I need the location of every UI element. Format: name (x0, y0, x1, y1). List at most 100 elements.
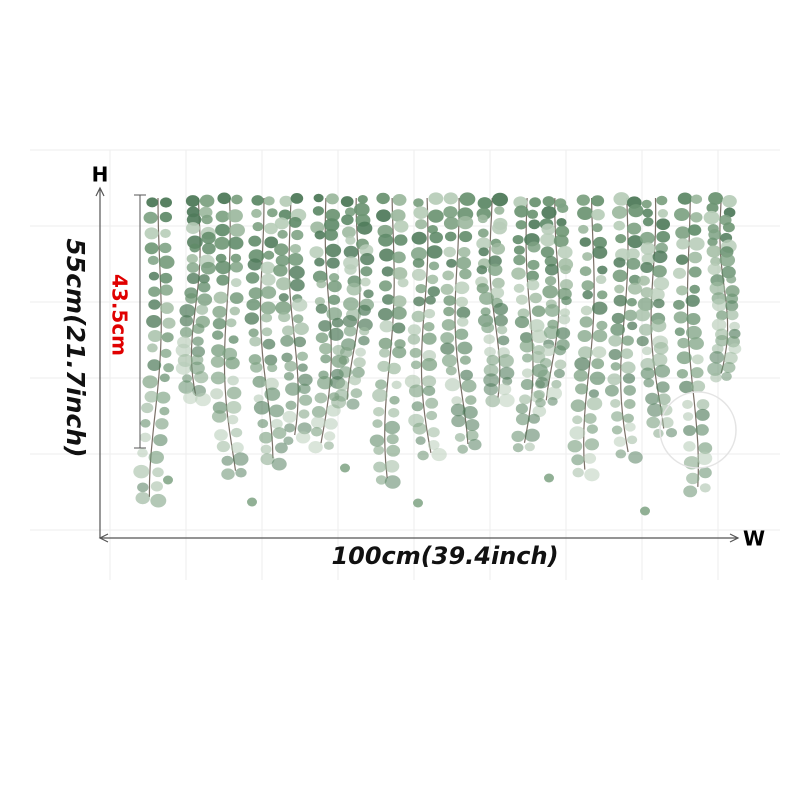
leaf (539, 358, 552, 368)
leaf (483, 373, 500, 387)
leaf (230, 253, 242, 263)
leaf (230, 442, 244, 454)
leaf (274, 243, 289, 256)
leaf (384, 420, 400, 435)
leaf (247, 258, 262, 271)
leaf (685, 325, 702, 340)
leaf (260, 453, 275, 466)
leaf (192, 323, 205, 334)
leaf (199, 194, 215, 208)
leaf (674, 327, 685, 336)
leaf (160, 197, 172, 208)
leaf (328, 327, 344, 341)
leaf (497, 383, 512, 396)
leaf (544, 263, 559, 276)
leaf (392, 193, 407, 206)
leaf (492, 221, 507, 235)
leaf (311, 426, 323, 437)
leaf (210, 388, 224, 400)
leaf (340, 196, 354, 208)
leaf (483, 334, 495, 345)
leaf (215, 260, 232, 275)
leaf (282, 325, 295, 336)
leaf (200, 261, 216, 275)
leaf (722, 195, 737, 208)
leaf (623, 413, 634, 423)
leaf (499, 366, 515, 380)
leaf (578, 224, 589, 234)
vine (533, 196, 574, 408)
leaf (314, 230, 326, 240)
fallen-leaf (247, 497, 257, 507)
leaf (628, 204, 644, 218)
leaf (626, 435, 638, 445)
leaf (310, 221, 325, 234)
leaf (186, 222, 200, 235)
leaf (533, 389, 545, 400)
leaf (357, 221, 373, 235)
leaf (284, 360, 298, 372)
leaf (443, 206, 458, 219)
vine (672, 192, 713, 498)
vine (440, 192, 482, 454)
leaf (283, 436, 294, 446)
leaf (544, 276, 557, 286)
leaf (215, 223, 230, 237)
leaf (638, 323, 654, 336)
leaf (284, 423, 296, 433)
leaf (608, 349, 622, 360)
leaf (459, 231, 473, 243)
leaf (412, 258, 425, 268)
leaf (198, 274, 210, 284)
leaf (637, 297, 654, 311)
leaf (227, 375, 239, 386)
leaf (155, 418, 169, 430)
leaf (639, 231, 655, 245)
leaf (515, 294, 528, 305)
leaf (535, 377, 549, 389)
leaf (264, 236, 279, 249)
leaf (487, 263, 503, 276)
leaf (230, 427, 243, 438)
leaf (175, 343, 192, 357)
leaf (691, 354, 704, 365)
vine (175, 194, 216, 407)
leaf (575, 383, 589, 395)
leaf (444, 231, 457, 242)
leaf (695, 408, 710, 421)
leaf (261, 286, 277, 299)
vine (369, 192, 409, 489)
leaf (146, 197, 159, 208)
leaf (441, 319, 456, 331)
leaf (226, 318, 237, 328)
leaf (558, 314, 571, 325)
leaf (427, 224, 439, 234)
leaf (493, 302, 509, 316)
leaf (135, 492, 150, 505)
leaf (542, 196, 555, 207)
leaf (541, 223, 556, 236)
leaf (643, 378, 655, 388)
leaf (554, 345, 567, 356)
leaf (488, 255, 502, 267)
leaf (677, 337, 690, 349)
leaf (572, 467, 584, 478)
leaf (342, 226, 356, 239)
leaf (459, 192, 476, 206)
leaf (373, 461, 386, 473)
leaf (326, 307, 343, 321)
leaf (640, 242, 656, 255)
stem (384, 197, 395, 479)
leaf (346, 398, 360, 410)
leaf (465, 418, 480, 432)
leaf (703, 210, 720, 225)
leaf (593, 236, 607, 249)
leaf (459, 268, 472, 280)
leaf (191, 346, 206, 358)
leaf (640, 261, 654, 274)
leaf (492, 277, 505, 289)
leaf (137, 482, 149, 493)
leaf (429, 231, 443, 244)
leaf (479, 291, 495, 305)
leaf (427, 286, 440, 297)
